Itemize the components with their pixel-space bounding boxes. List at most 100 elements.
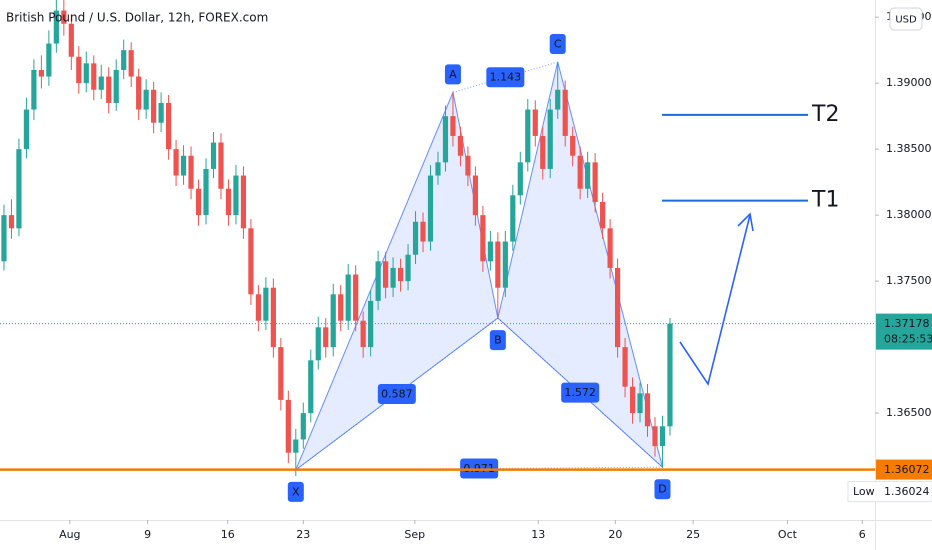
candle-body [652, 426, 658, 447]
x-tick-label: Aug [59, 528, 80, 541]
y-tick-label: 1.37500 [886, 274, 932, 287]
y-tick-label: 1.38500 [886, 142, 932, 155]
candle-body [293, 439, 299, 453]
candle-body [136, 76, 142, 110]
candle-body [577, 155, 583, 189]
candle-body [412, 221, 419, 255]
candle-body [667, 323, 673, 427]
candle-body [195, 188, 202, 216]
x-tick-label: Sep [404, 528, 425, 541]
support-price-label: 1.36072 [884, 463, 930, 476]
chart-title: British Pound / U.S. Dollar, 12h, FOREX.… [6, 11, 268, 25]
candle-body [285, 399, 291, 453]
y-tick-label: 1.36500 [886, 406, 932, 419]
candle-body [525, 109, 531, 163]
y-tick-label: 1.39000 [886, 76, 932, 89]
last-price-badge [876, 313, 932, 350]
candle-body [23, 109, 30, 150]
x-tick-label: 6 [859, 528, 866, 541]
candle-body [435, 162, 441, 176]
candle-body [263, 287, 269, 321]
currency-label[interactable]: USD [895, 15, 917, 26]
pattern-point-label: X [292, 485, 300, 498]
candle-body [600, 201, 606, 229]
candle-body [472, 175, 479, 216]
candle-body [1, 215, 7, 262]
pattern-point-badge [444, 64, 461, 85]
candle-body [143, 89, 149, 110]
candle-body [405, 254, 411, 282]
pattern-point-label: A [449, 68, 457, 81]
ratio-label: 0.587 [381, 387, 413, 400]
candle-body [255, 294, 261, 321]
ratio-label: 1.143 [490, 71, 522, 84]
candle-body [555, 89, 561, 110]
pattern-point-label: D [658, 483, 666, 496]
pattern-point-badge [654, 479, 671, 500]
candle-body [300, 413, 306, 440]
ratio-label: 1.572 [564, 386, 596, 399]
candle-body [345, 274, 351, 321]
candle-body [510, 195, 516, 242]
candle-body [61, 10, 67, 24]
candle-body [53, 10, 59, 44]
pattern-point-badge [287, 481, 304, 502]
candle-body [622, 347, 628, 387]
candle-body [487, 241, 493, 262]
candle-body [225, 188, 232, 216]
candle-body [46, 43, 52, 77]
candle-body [233, 175, 239, 216]
candle-body [113, 69, 119, 103]
candle-body [188, 155, 194, 189]
currency-badge[interactable] [889, 7, 923, 31]
candle-body [637, 393, 643, 414]
last-price-label: 1.37178 [884, 317, 930, 330]
candle-body [607, 228, 613, 268]
support-price-badge [876, 459, 932, 480]
candle-body [659, 426, 666, 447]
candle-body [450, 116, 456, 136]
pattern-point-badge [489, 330, 506, 351]
candle-body [121, 50, 127, 70]
candle-body [360, 320, 366, 348]
candle-body [248, 228, 254, 295]
candle-body [383, 261, 389, 288]
candle-body [570, 135, 576, 156]
candle-body [173, 149, 179, 176]
candle-body [585, 162, 591, 189]
low-label: Low [853, 485, 875, 498]
low-badge [847, 481, 932, 503]
x-tick-label: 23 [296, 528, 310, 541]
pattern-point-label: B [494, 334, 502, 347]
pattern-point-label: C [554, 38, 562, 51]
candle-body [644, 393, 651, 427]
y-tick-label: 1.38000 [886, 208, 932, 221]
candle-body [457, 135, 464, 156]
candle-body [165, 102, 172, 150]
candle-body [8, 215, 15, 229]
candle-body [83, 63, 89, 84]
x-tick-label: 25 [686, 528, 700, 541]
candle-body [151, 89, 157, 123]
candle-body [210, 142, 217, 169]
candle-body [480, 215, 486, 262]
candle-body [91, 63, 97, 90]
candle-body [330, 294, 336, 348]
candle-body [240, 175, 247, 229]
ratio-badge [377, 383, 416, 404]
ratio-badge [561, 382, 600, 403]
candle-body [270, 287, 276, 348]
candle-body [592, 162, 598, 202]
candle-body [427, 175, 434, 242]
candle-body [98, 76, 104, 90]
candle-body [323, 327, 329, 348]
candle-body [420, 221, 426, 242]
candle-body [502, 241, 508, 288]
candle-body [158, 102, 164, 123]
x-tick-label: 9 [144, 528, 151, 541]
candle-body [540, 135, 546, 169]
countdown-label: 08:25:53 [884, 333, 932, 346]
target-label: T1 [811, 188, 839, 213]
candle-body [397, 267, 404, 282]
